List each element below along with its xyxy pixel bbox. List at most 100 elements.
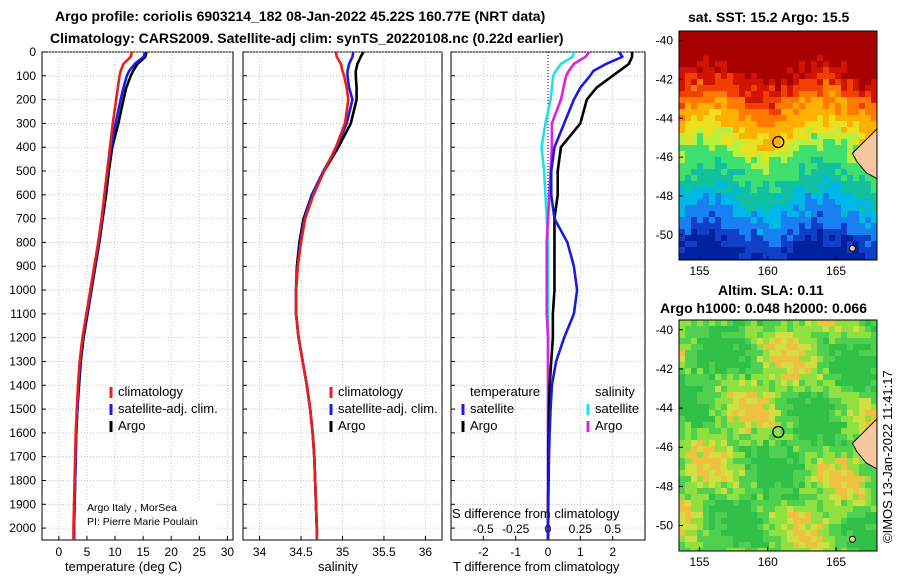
sst-cell xyxy=(739,85,745,91)
sst-cell xyxy=(751,49,757,55)
sla-cell xyxy=(811,506,817,512)
sla-cell xyxy=(751,488,757,494)
sla-cell xyxy=(697,422,703,428)
sst-cell xyxy=(745,97,751,103)
sla-cell xyxy=(859,356,865,362)
sst-cell xyxy=(751,157,757,163)
sst-cell xyxy=(823,133,829,139)
main-title-line1: Argo profile: coriolis 6903214_182 08-Ja… xyxy=(55,8,545,24)
sla-cell xyxy=(805,356,811,362)
sla-cell xyxy=(781,500,787,506)
sla-cell xyxy=(853,356,859,362)
sst-cell xyxy=(751,163,757,169)
sst-cell xyxy=(853,85,859,91)
sst-cell xyxy=(817,247,823,253)
sla-cell xyxy=(787,536,793,542)
sst-cell xyxy=(805,109,811,115)
sla-cell xyxy=(745,416,751,422)
sst-cell xyxy=(709,241,715,247)
sst-cell xyxy=(823,181,829,187)
sla-cell xyxy=(727,536,733,542)
sst-cell xyxy=(691,223,697,229)
sla-cell xyxy=(703,536,709,542)
sla-cell xyxy=(793,362,799,368)
lat-tick-label: -44 xyxy=(656,111,674,125)
sst-cell xyxy=(841,181,847,187)
sla-cell xyxy=(703,320,709,326)
sst-cell xyxy=(841,103,847,109)
sla-cell xyxy=(853,536,859,542)
sla-cell xyxy=(793,416,799,422)
sst-cell xyxy=(703,115,709,121)
sla-cell xyxy=(685,416,691,422)
sla-cell xyxy=(697,452,703,458)
sst-cell xyxy=(859,43,865,49)
sst-cell xyxy=(847,133,853,139)
sla-cell xyxy=(679,422,685,428)
sst-cell xyxy=(715,55,721,61)
sst-cell xyxy=(829,175,835,181)
sst-cell xyxy=(751,229,757,235)
sst-cell xyxy=(709,169,715,175)
sst-cell xyxy=(805,55,811,61)
sla-cell xyxy=(835,326,841,332)
sst-cell xyxy=(835,79,841,85)
sla-cell xyxy=(709,476,715,482)
sst-cell xyxy=(775,211,781,217)
sst-cell xyxy=(745,157,751,163)
sst-cell xyxy=(763,157,769,163)
sla-cell xyxy=(871,326,877,332)
sla-cell xyxy=(787,476,793,482)
sst-cell xyxy=(805,91,811,97)
sla-cell xyxy=(805,362,811,368)
sst-cell xyxy=(739,157,745,163)
sla-cell xyxy=(829,536,835,542)
sla-cell xyxy=(685,506,691,512)
sst-cell xyxy=(715,61,721,67)
sst-cell xyxy=(709,187,715,193)
sla-cell xyxy=(823,512,829,518)
sst-cell xyxy=(787,181,793,187)
sla-cell xyxy=(847,494,853,500)
sst-cell xyxy=(709,121,715,127)
sst-cell xyxy=(793,199,799,205)
sst-cell xyxy=(805,79,811,85)
sla-cell xyxy=(727,344,733,350)
sst-cell xyxy=(697,67,703,73)
sla-cell xyxy=(781,512,787,518)
sla-cell xyxy=(811,548,817,551)
sst-cell xyxy=(679,235,685,241)
sst-cell xyxy=(679,103,685,109)
sla-cell xyxy=(745,470,751,476)
sst-cell xyxy=(859,193,865,199)
sla-cell xyxy=(793,368,799,374)
sla-cell xyxy=(715,326,721,332)
sla-cell xyxy=(841,362,847,368)
sst-cell xyxy=(739,199,745,205)
sla-cell xyxy=(817,320,823,326)
sst-cell xyxy=(775,199,781,205)
sla-cell xyxy=(865,386,871,392)
sla-cell xyxy=(787,392,793,398)
sla-cell xyxy=(745,350,751,356)
sla-cell xyxy=(739,548,745,551)
sst-cell xyxy=(829,157,835,163)
sla-cell xyxy=(751,494,757,500)
sst-cell xyxy=(679,151,685,157)
sst-cell xyxy=(853,217,859,223)
sla-cell xyxy=(751,458,757,464)
sla-cell xyxy=(781,320,787,326)
sla-cell xyxy=(811,518,817,524)
sst-cell xyxy=(811,73,817,79)
sla-cell xyxy=(697,530,703,536)
sla-cell xyxy=(811,530,817,536)
sst-cell xyxy=(709,115,715,121)
sla-cell xyxy=(757,410,763,416)
sla-cell xyxy=(769,512,775,518)
sla-cell xyxy=(823,434,829,440)
sst-cell xyxy=(781,43,787,49)
sla-cell xyxy=(691,542,697,548)
sst-cell xyxy=(847,79,853,85)
sla-cell xyxy=(691,446,697,452)
sst-cell xyxy=(793,43,799,49)
